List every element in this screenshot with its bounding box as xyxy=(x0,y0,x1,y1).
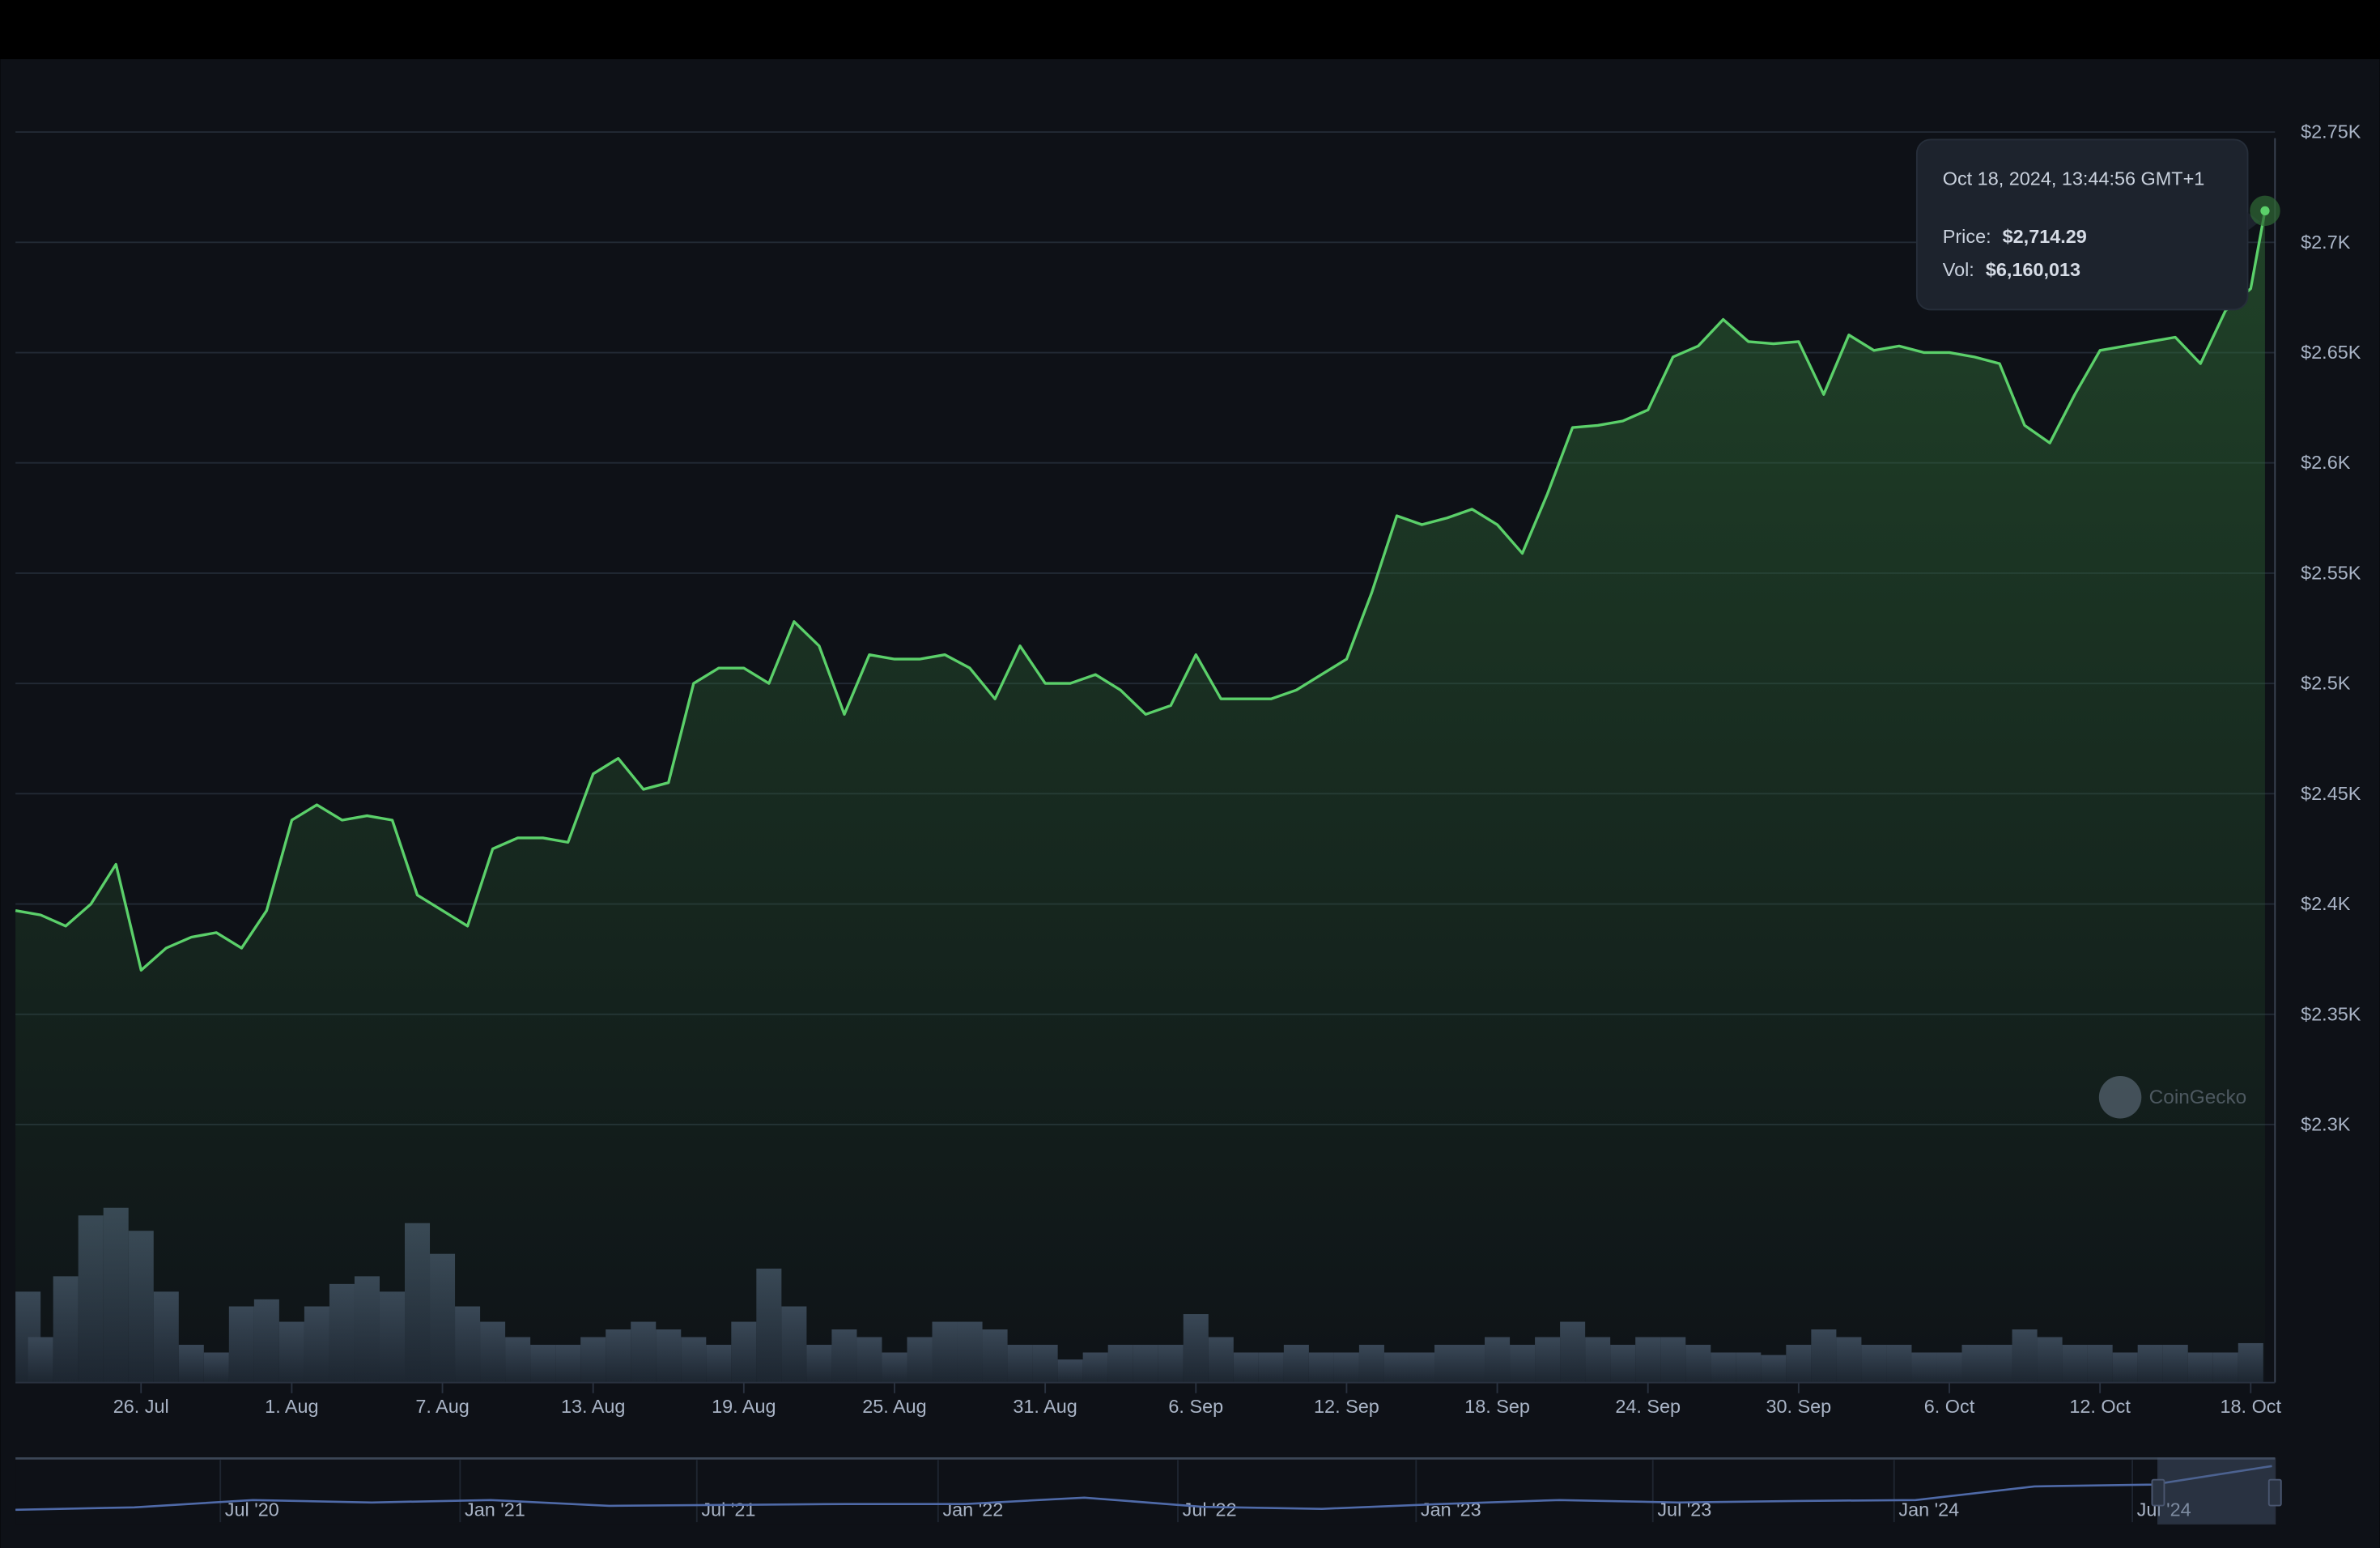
x-axis-ticks: 26. Jul 1. Aug 7. Aug 13. Aug 19. Aug 25. Aug… xyxy=(113,1382,2282,1417)
navigator-tick-label: Jan '24 xyxy=(1898,1499,1959,1520)
tooltip-price: Price: $2,714.29 xyxy=(1943,226,2087,247)
navigator-tick-label: Jul '22 xyxy=(1183,1499,1237,1520)
x-tick-label: 7. Aug xyxy=(415,1396,469,1417)
x-tick-label: 25. Aug xyxy=(862,1396,926,1417)
x-tick-label: 26. Jul xyxy=(113,1396,169,1417)
y-tick-label: $2.7K xyxy=(2301,232,2351,253)
navigator-selection[interactable] xyxy=(2157,1457,2276,1525)
x-tick-label: 30. Sep xyxy=(1766,1396,1831,1417)
x-tick-label: 18. Sep xyxy=(1464,1396,1530,1417)
navigator-tick-label: Jul '21 xyxy=(701,1499,755,1520)
x-tick-label: 6. Oct xyxy=(1924,1396,1975,1417)
x-tick-label: 13. Aug xyxy=(561,1396,625,1417)
price-area xyxy=(15,211,2265,1383)
y-tick-label: $2.75K xyxy=(2301,121,2361,142)
x-tick-label: 12. Oct xyxy=(2069,1396,2131,1417)
y-tick-label: $2.35K xyxy=(2301,1003,2361,1024)
y-tick-label: $2.55K xyxy=(2301,562,2361,583)
tooltip-vol-label: Vol: xyxy=(1943,259,1974,280)
x-tick-label: 18. Oct xyxy=(2221,1396,2282,1417)
y-tick-label: $2.65K xyxy=(2301,342,2361,363)
watermark-text: CoinGecko xyxy=(2149,1087,2247,1108)
x-tick-label: 6. Sep xyxy=(1168,1396,1223,1417)
navigator-line xyxy=(15,1465,2272,1512)
x-tick-label: 24. Sep xyxy=(1615,1396,1681,1417)
tooltip: Oct 18, 2024, 13:44:56 GMT+1 Price: $2,7… xyxy=(1915,138,2260,311)
tooltip-vol-value: $6,160,013 xyxy=(1986,259,2080,280)
x-tick-label: 19. Aug xyxy=(712,1396,776,1417)
coingecko-watermark: CoinGecko xyxy=(2098,1076,2247,1119)
tooltip-datetime: Oct 18, 2024, 13:44:56 GMT+1 xyxy=(1943,168,2205,189)
tooltip-price-label: Price: xyxy=(1943,226,1991,247)
navigator-tick-label: Jan '21 xyxy=(465,1499,525,1520)
x-tick-label: 31. Aug xyxy=(1013,1396,1077,1417)
y-tick-label: $2.4K xyxy=(2301,893,2351,914)
y-axis-labels: $2.3K $2.35K $2.4K $2.45K $2.5K $2.55K $2.6K $2… xyxy=(2301,121,2361,1135)
y-tick-label: $2.5K xyxy=(2301,673,2351,694)
y-tick-label: $2.45K xyxy=(2301,783,2361,804)
y-tick-label: $2.3K xyxy=(2301,1113,2351,1134)
hover-marker xyxy=(2260,206,2270,215)
coingecko-logo-icon xyxy=(2098,1076,2142,1119)
navigator-tick-label: Jul '20 xyxy=(225,1499,279,1520)
x-tick-label: 1. Aug xyxy=(265,1396,318,1417)
navigator-right-handle[interactable] xyxy=(2267,1478,2282,1507)
price-line xyxy=(15,211,2267,972)
navigator-left-handle[interactable] xyxy=(2151,1478,2165,1507)
navigator[interactable]: Jul '20 Jan '21 Jul '21 Jan '22 Jul '22 Jan '… xyxy=(15,1457,2282,1525)
tooltip-volume: Vol: $6,160,013 xyxy=(1943,259,2080,280)
y-tick-label: $2.6K xyxy=(2301,452,2351,473)
x-tick-label: 12. Sep xyxy=(1314,1396,1379,1417)
tooltip-price-value: $2,714.29 xyxy=(2003,226,2087,247)
